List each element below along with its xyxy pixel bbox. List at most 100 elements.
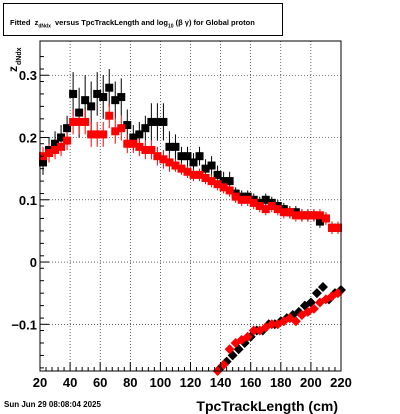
data-point-square [75,117,84,126]
y-axis-label: zdNdx [6,47,23,72]
data-point-square [219,183,228,192]
data-point-square [135,142,144,151]
title-prefix: Fitted [10,18,31,27]
y-tick-label: 0 [30,255,37,270]
data-point-diamond [308,303,319,314]
data-point-square [147,117,156,126]
data-point-square [93,130,102,139]
data-point-square [105,111,114,120]
data-point-square [213,180,222,189]
data-point-diamond [311,288,322,299]
data-point-square [105,83,114,92]
data-point-square [141,145,150,154]
data-point-square [123,121,132,130]
data-point-square [159,117,168,126]
data-point-square [255,202,264,210]
data-point-square [225,186,234,195]
y-tick-labels: 0.3 0.2 0.1 0 −0.1 [11,68,37,332]
x-tick-label: 220 [330,375,352,390]
data-point-square [117,93,126,102]
data-point-square [183,167,192,176]
x-tick-label: 40 [63,375,77,390]
data-point-square [219,177,228,186]
data-point-square [333,223,342,232]
y-tick-label: 0.2 [19,131,37,146]
data-point-square [315,211,324,220]
data-point-diamond [317,281,328,292]
x-tick-label: 100 [150,375,172,390]
data-point-diamond [224,344,235,355]
x-tick-label: 160 [240,375,262,390]
data-point-square [207,177,216,186]
data-point-square [93,89,102,98]
data-point-square [303,211,312,220]
data-point-square [111,96,120,105]
data-point-square [129,139,138,148]
data-point-square [99,130,108,139]
data-point-diamond [248,325,259,336]
data-point-square [69,89,78,98]
data-point-square [279,208,288,217]
data-point-square [51,145,60,154]
data-point-square [153,152,162,161]
data-point-diamond [290,316,301,327]
y-tick-label: −0.1 [11,317,37,332]
data-point-square [39,158,48,167]
data-point-square [315,217,324,226]
title-z-sub: dNdx [38,23,51,30]
data-point-square [189,170,198,179]
grid-lines [40,41,341,371]
data-point-square [243,195,252,204]
data-point-square [207,161,216,170]
data-point-square [297,211,306,220]
data-point-square [285,208,294,217]
data-point-square [261,205,270,214]
data-point-square [75,108,84,117]
data-point-square [147,145,156,154]
data-point-square [183,152,192,161]
y-axis-label-sub: dNdx [16,47,23,65]
data-point-square [117,124,126,133]
data-point-square [189,158,198,167]
data-point-diamond [266,319,277,330]
data-point-square [309,211,318,220]
y-axis-label-main: z [6,66,20,72]
data-point-square [327,223,336,232]
data-point-square [201,173,210,182]
x-tick-label: 120 [180,375,202,390]
data-point-square [165,158,174,167]
data-point-square [177,164,186,173]
data-point-square [81,96,90,105]
data-point-square [291,211,300,220]
data-point-square [201,164,210,173]
data-point-square [273,205,282,214]
title-middle: versus TpcTrackLength and log [55,18,168,27]
data-markers [39,83,346,376]
x-tick-label: 180 [270,375,292,390]
data-point-square [57,142,66,151]
data-point-square [249,198,258,207]
x-tick-labels: 20 40 60 80 100 120 140 160 180 200 220 [33,375,352,390]
data-point-square [111,127,120,136]
y-tick-label: 0.1 [19,193,37,208]
data-point-square [81,117,90,126]
data-point-square [129,133,138,142]
data-point-square [141,124,150,133]
data-point-square [63,124,72,133]
data-point-square [63,136,72,145]
title-suffix: (β γ) for Global proton [175,18,255,27]
data-point-square [87,102,96,111]
plot-title: Fitted zdNdx versus TpcTrackLength and l… [10,18,255,30]
data-point-square [87,130,96,139]
data-point-square [165,142,174,151]
data-point-square [225,177,234,186]
data-point-square [195,152,204,161]
data-point-square [123,139,132,148]
data-point-square [69,117,78,126]
data-point-square [177,152,186,161]
data-point-square [213,170,222,179]
data-point-diamond [242,331,253,342]
data-point-square [195,170,204,179]
title-log-sub: 10 [167,23,174,30]
data-point-square [45,149,54,158]
